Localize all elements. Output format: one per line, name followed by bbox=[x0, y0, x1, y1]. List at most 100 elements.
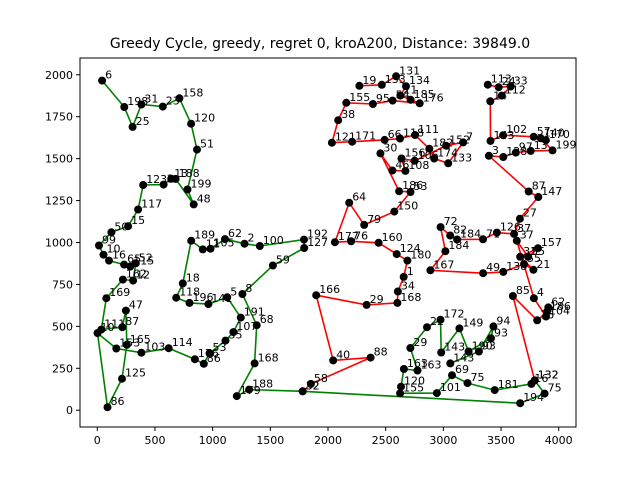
data-point bbox=[199, 359, 208, 368]
data-point bbox=[175, 94, 184, 103]
point-label: 162 bbox=[126, 268, 147, 281]
point-label: 93 bbox=[494, 326, 508, 339]
point-label: 93 bbox=[482, 340, 496, 353]
point-label: 192 bbox=[307, 228, 328, 241]
point-label: 184 bbox=[460, 228, 481, 241]
point-label: 132 bbox=[538, 368, 559, 381]
data-point bbox=[455, 324, 464, 333]
point-label: 131 bbox=[399, 64, 420, 77]
point-label: 15 bbox=[131, 214, 145, 227]
point-label: 149 bbox=[462, 316, 483, 329]
point-label: 10 bbox=[101, 321, 115, 334]
data-point bbox=[437, 348, 446, 357]
point-label: 156 bbox=[405, 147, 426, 160]
data-point bbox=[229, 328, 238, 337]
point-label: 16 bbox=[534, 372, 548, 385]
data-point bbox=[205, 349, 214, 358]
point-label: 132 bbox=[538, 368, 559, 381]
data-point bbox=[510, 229, 519, 238]
data-point bbox=[98, 76, 107, 85]
data-point bbox=[393, 298, 402, 307]
point-label: 176 bbox=[198, 347, 219, 360]
point-label: 23 bbox=[166, 95, 180, 108]
data-point bbox=[540, 389, 549, 398]
data-point bbox=[137, 100, 146, 109]
point-label: 48 bbox=[197, 192, 211, 205]
point-label: 46 bbox=[395, 159, 409, 172]
x-tick-label: 0 bbox=[94, 434, 101, 447]
point-label: 31 bbox=[144, 93, 158, 106]
point-label: 124 bbox=[400, 242, 421, 255]
point-label: 13 bbox=[534, 139, 548, 152]
point-label: 11 bbox=[206, 237, 220, 250]
point-label: 118 bbox=[403, 127, 424, 140]
point-label: 194 bbox=[523, 391, 544, 404]
data-point bbox=[497, 91, 506, 100]
y-tick-label: 250 bbox=[52, 362, 73, 375]
data-point bbox=[118, 323, 127, 332]
point-label: 3 bbox=[167, 173, 174, 186]
point-label: 52 bbox=[139, 251, 153, 264]
point-label: 128 bbox=[506, 145, 527, 158]
point-label: 182 bbox=[432, 137, 453, 150]
data-point bbox=[515, 214, 524, 223]
y-tick-label: 2000 bbox=[45, 69, 73, 82]
data-point bbox=[524, 187, 533, 196]
data-point bbox=[376, 149, 385, 158]
point-label: 47 bbox=[129, 299, 143, 312]
data-point bbox=[330, 238, 339, 247]
data-point bbox=[187, 119, 196, 128]
point-label: 32 bbox=[306, 379, 320, 392]
point-label: 163 bbox=[421, 359, 442, 372]
point-label: 87 bbox=[125, 315, 139, 328]
point-label: 108 bbox=[408, 159, 429, 172]
data-point bbox=[512, 236, 521, 245]
point-label: 188 bbox=[252, 378, 273, 391]
point-label: 143 bbox=[494, 129, 515, 142]
point-label: 65 bbox=[127, 253, 141, 266]
point-label: 24 bbox=[502, 75, 516, 88]
point-label: 155 bbox=[349, 91, 370, 104]
data-point bbox=[487, 334, 495, 343]
data-point bbox=[542, 307, 551, 316]
point-label: 50 bbox=[114, 220, 128, 233]
point-label: 10 bbox=[107, 243, 121, 256]
point-label: 88 bbox=[374, 346, 388, 359]
point-label: 31 bbox=[523, 245, 537, 258]
point-label: 37 bbox=[517, 222, 531, 235]
data-point bbox=[124, 222, 133, 231]
point-label: 191 bbox=[244, 306, 265, 319]
data-point bbox=[360, 220, 369, 229]
point-label: 33 bbox=[514, 75, 528, 88]
data-point bbox=[255, 242, 264, 250]
point-label: 76 bbox=[354, 229, 368, 242]
data-point bbox=[329, 356, 338, 365]
data-point bbox=[423, 323, 431, 332]
data-point bbox=[536, 134, 545, 143]
data-point bbox=[401, 166, 410, 175]
point-label: 107 bbox=[236, 320, 257, 333]
data-point bbox=[306, 379, 315, 388]
point-label: 165 bbox=[130, 333, 151, 346]
point-label: 62 bbox=[551, 295, 565, 308]
data-point bbox=[134, 205, 143, 214]
point-label: 125 bbox=[125, 367, 146, 380]
x-tick-label: 2500 bbox=[372, 434, 400, 447]
series-line-0 bbox=[96, 80, 546, 410]
point-label: 190 bbox=[472, 340, 493, 353]
point-label: 68 bbox=[260, 313, 274, 326]
data-point bbox=[436, 315, 445, 324]
data-point bbox=[362, 300, 371, 309]
point-label: 14 bbox=[493, 89, 507, 102]
x-tick-label: 500 bbox=[144, 434, 165, 447]
point-label: 143 bbox=[444, 341, 465, 354]
data-point bbox=[137, 348, 146, 357]
point-label: 134 bbox=[409, 74, 430, 87]
point-label: 113 bbox=[491, 73, 512, 86]
y-tick-label: 1750 bbox=[45, 111, 73, 124]
point-label: 118 bbox=[179, 286, 200, 299]
data-point bbox=[245, 385, 254, 394]
point-label: 53 bbox=[213, 341, 227, 354]
point-label: 199 bbox=[191, 178, 212, 191]
